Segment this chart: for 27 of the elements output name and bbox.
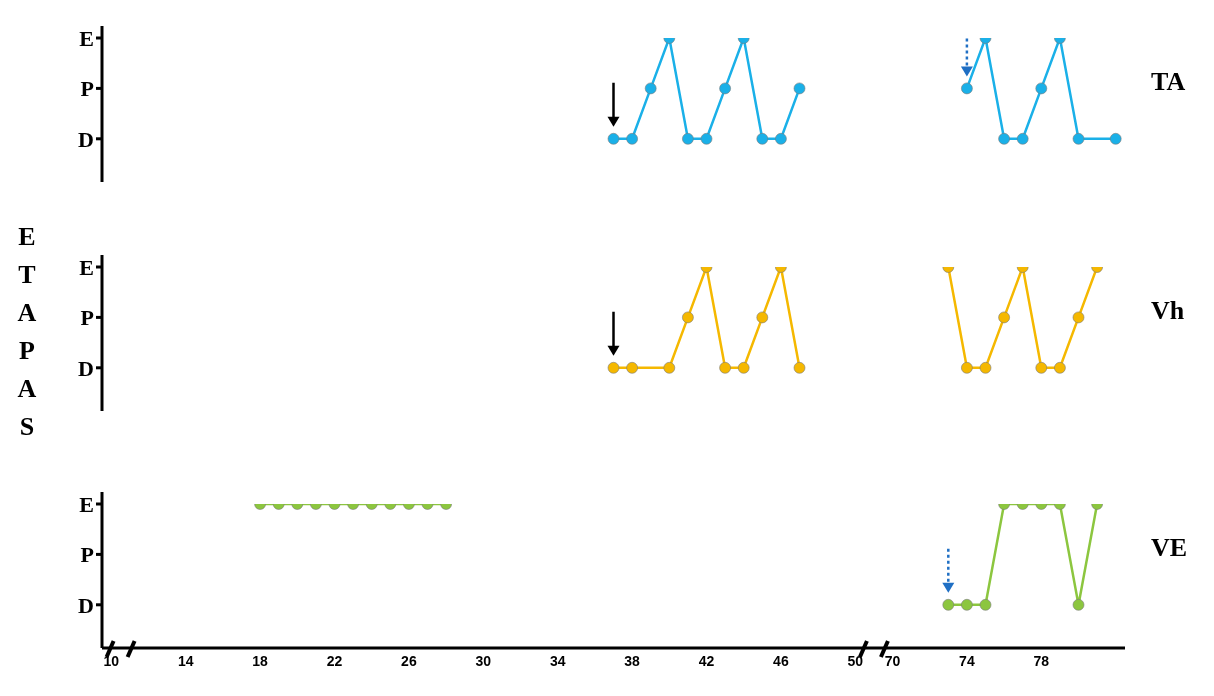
- y-axis-title: ETAPAS: [16, 221, 38, 443]
- text: D: [78, 592, 94, 618]
- series-label: TA: [1151, 67, 1186, 96]
- text: D: [78, 126, 94, 152]
- text: E: [79, 25, 94, 51]
- x-tick-label: 38: [624, 652, 641, 669]
- text: P: [80, 542, 94, 568]
- text: P: [80, 76, 94, 102]
- x-tick-label: 22: [326, 652, 343, 669]
- text: D: [78, 355, 94, 381]
- text: E: [79, 254, 94, 280]
- text: P: [80, 305, 94, 331]
- x-tick-label: 50: [847, 652, 864, 669]
- x-tick-label: 70: [884, 652, 901, 669]
- text: Vh: [1151, 296, 1185, 325]
- x-tick-label: 34: [549, 652, 566, 669]
- x-tick-label: 10: [103, 652, 120, 669]
- x-tick-label: 14: [177, 652, 194, 669]
- x-tick-label: 78: [1033, 652, 1050, 669]
- x-tick-label: 46: [773, 652, 789, 669]
- x-tick-label: 30: [475, 652, 492, 669]
- x-tick-label: 74: [959, 652, 975, 669]
- text: VE: [1151, 533, 1188, 562]
- x-tick-label: 42: [698, 652, 715, 669]
- text: E: [79, 491, 94, 517]
- x-tick-label: 18: [252, 652, 269, 669]
- x-tick-label: 26: [401, 652, 417, 669]
